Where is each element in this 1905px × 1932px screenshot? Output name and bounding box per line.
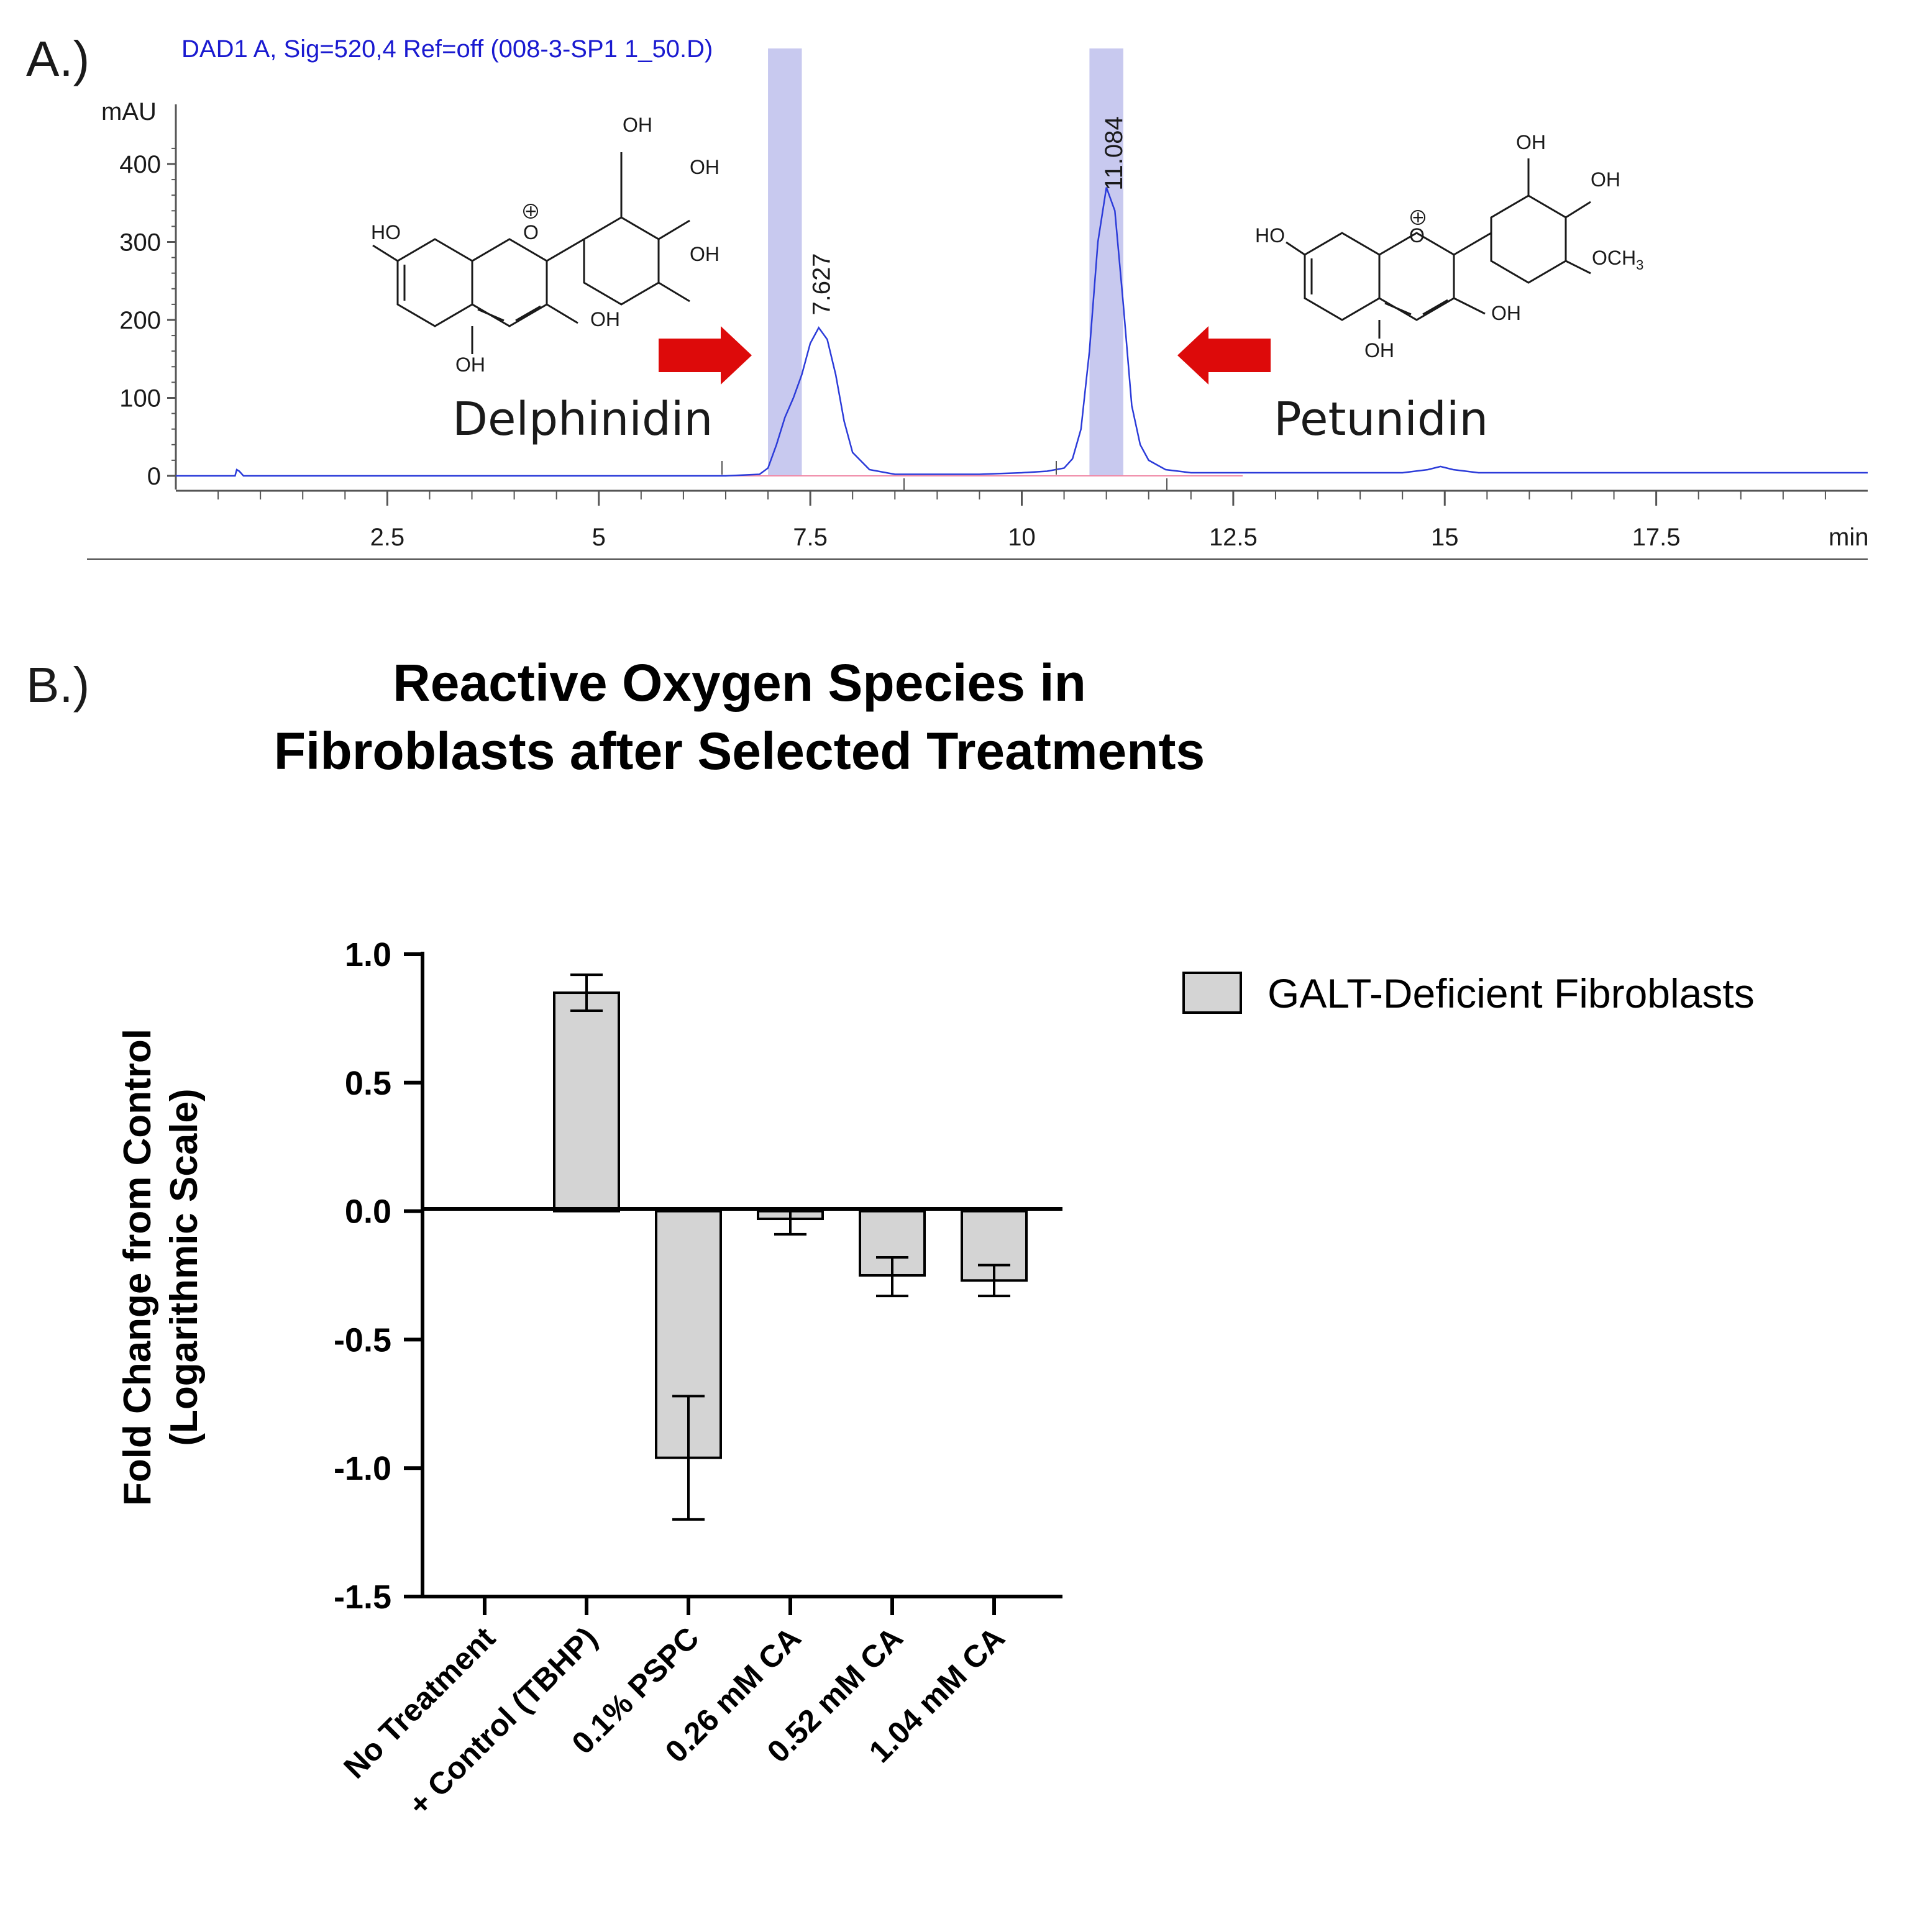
error-bar [672, 1395, 705, 1521]
hplc-y-tick-label: 100 [119, 385, 161, 412]
bar-chart-title-line-2: Fibroblasts after Selected Treatments [274, 722, 1205, 780]
bar-series [553, 973, 1028, 1521]
legend-swatch [1182, 972, 1242, 1014]
hplc-x-tick-label: 5 [592, 524, 606, 551]
hplc-peak-label: 11.084 [1100, 116, 1128, 190]
hplc-y-tick-label: 400 [119, 151, 161, 178]
bar-y-tick-label: 0.5 [345, 1065, 391, 1102]
hplc-highlight-windows [768, 48, 1123, 476]
delphinidin-atom-labels: OH OH OH HO O + OH OH [371, 114, 720, 376]
arrow-right-icon [659, 326, 752, 385]
chem-atom-label: OH [1364, 339, 1394, 362]
arrow-left-icon [1177, 326, 1271, 385]
charge-circle-icon [1410, 210, 1425, 225]
hplc-highlight-window [1089, 48, 1123, 476]
bar-legend: GALT-Deficient Fibroblasts [1182, 970, 1755, 1016]
error-bar [978, 1264, 1010, 1298]
chem-atom-label: OH [690, 243, 720, 265]
bar-y-label-line-1: Fold Change from Control [116, 1029, 159, 1506]
hplc-trace-line [176, 187, 1868, 477]
hplc-y-unit: mAU [101, 98, 157, 125]
hplc-title: DAD1 A, Sig=520,4 Ref=off (008-3-SP1 1_5… [181, 35, 713, 63]
delphinidin-structure [372, 152, 690, 354]
hplc-x-tick-label: 17.5 [1632, 524, 1681, 551]
chem-atom-label: O [523, 221, 539, 244]
hplc-x-tick-label: 15 [1431, 524, 1459, 551]
chem-atom-label: OH [623, 114, 652, 136]
bar-y-ticks: 1.0 0.5 0.0 -0.5 -1.0 -1.5 [334, 936, 423, 1616]
compound-delphinidin-label: Delphinidin [452, 393, 713, 446]
charge-circle-icon [523, 204, 538, 219]
chem-atom-label: OH [1516, 131, 1546, 153]
chem-atom-label: OH [1491, 302, 1521, 324]
chem-atom-label: OH [590, 308, 620, 330]
chem-atom-label: OH [690, 156, 720, 178]
bar-y-tick-label: -1.0 [334, 1450, 391, 1487]
bar-chart-title-line-1: Reactive Oxygen Species in [393, 654, 1086, 712]
bar-y-tick-label: 0.0 [345, 1193, 391, 1231]
hplc-x-tick-label: 7.5 [793, 524, 828, 551]
hplc-y-tick-label: 200 [119, 307, 161, 334]
hplc-y-ticks: 0 100 200 300 400 [119, 147, 176, 490]
hplc-peak-labels: 7.627 11.084 [808, 116, 1128, 315]
chem-atom-label: O [1409, 224, 1425, 247]
bar-y-label: Fold Change from Control (Logarithmic Sc… [116, 1029, 206, 1506]
hplc-y-tick-label: 0 [147, 463, 161, 490]
petunidin-structure [1286, 158, 1591, 339]
bar-x-ticks: No Treatment+ Control (TBHP)0.1% PSPC0.2… [337, 1597, 1012, 1823]
bar-y-tick-label: 1.0 [345, 936, 391, 973]
compound-petunidin-label: Petunidin [1274, 393, 1488, 446]
hplc-x-ticks: 2.5 5 7.5 10 12.5 15 17.5 [217, 491, 1826, 551]
bar [553, 991, 620, 1213]
petunidin-atom-labels: OH OH HO O + OCH3 OH OH [1255, 131, 1643, 362]
hplc-y-tick-label: 300 [119, 229, 161, 257]
panel-a-label: A.) [26, 31, 89, 86]
chem-atom-label: OH [455, 353, 485, 376]
chem-atom-label: + [1412, 206, 1424, 229]
error-bar [570, 973, 603, 1012]
bar-y-tick-label: -0.5 [334, 1321, 391, 1359]
hplc-x-unit: min [1829, 524, 1868, 551]
chem-atom-label: + [525, 200, 537, 222]
hplc-highlight-window [768, 48, 802, 476]
error-bar [876, 1256, 908, 1298]
bar-chart: 1.0 0.5 0.0 -0.5 -1.0 -1.5 No Treatment+ Cont… [334, 936, 1062, 1823]
chem-atom-label: OH [1591, 168, 1620, 191]
bar-y-tick-label: -1.5 [334, 1579, 391, 1616]
legend-label: GALT-Deficient Fibroblasts [1268, 970, 1755, 1016]
chem-atom-label: HO [1255, 224, 1285, 247]
hplc-x-tick-label: 2.5 [370, 524, 405, 551]
chem-atom-label: HO [371, 221, 401, 244]
bar-category-label: + Control (TBHP) [401, 1620, 603, 1822]
hplc-x-tick-label: 12.5 [1209, 524, 1258, 551]
chem-atom-label-methoxy: OCH3 [1592, 247, 1643, 273]
hplc-peak-label: 7.627 [808, 253, 835, 315]
hplc-chart: mAU 0 100 200 300 400 2.5 5 7.5 10 12.5 15 17.5 mi… [87, 48, 1868, 560]
bar-y-label-line-2: (Logarithmic Scale) [163, 1088, 206, 1446]
hplc-x-tick-label: 10 [1008, 524, 1036, 551]
panel-b-label: B.) [26, 657, 89, 713]
